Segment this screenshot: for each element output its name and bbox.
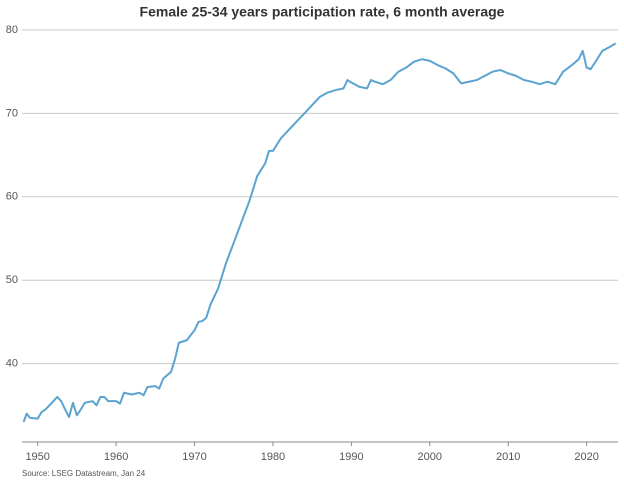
- x-tick-label: 2000: [418, 451, 442, 463]
- y-tick-label: 70: [6, 107, 18, 119]
- y-tick-label: 60: [6, 191, 18, 203]
- x-tick-label: 1990: [339, 451, 363, 463]
- x-tick-label: 1980: [261, 451, 285, 463]
- y-tick-label: 50: [6, 274, 18, 286]
- y-tick-label: 40: [6, 358, 18, 370]
- x-tick-label: 1970: [182, 451, 206, 463]
- source: Source: LSEG Datastream, Jan 24: [22, 469, 146, 478]
- x-tick-label: 2010: [496, 451, 520, 463]
- line: [22, 42, 617, 423]
- x-tick-label: 2020: [574, 451, 598, 463]
- x-tick-label: 1960: [104, 451, 128, 463]
- y-tick-label: 80: [6, 24, 18, 36]
- chart-title: Female 25-34 years participation rate, 6…: [140, 4, 505, 20]
- x-tick-label: 1950: [25, 451, 49, 463]
